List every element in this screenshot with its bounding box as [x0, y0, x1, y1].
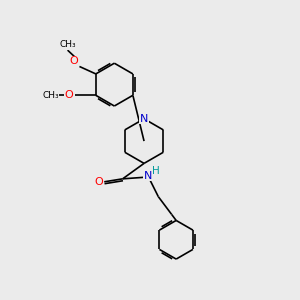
Text: CH₃: CH₃ [59, 40, 76, 49]
Text: N: N [144, 171, 152, 181]
Text: O: O [70, 56, 79, 66]
Text: H: H [152, 167, 160, 176]
Text: O: O [65, 90, 74, 100]
Text: N: N [140, 114, 148, 124]
Text: O: O [94, 177, 103, 187]
Text: CH₃: CH₃ [42, 91, 59, 100]
